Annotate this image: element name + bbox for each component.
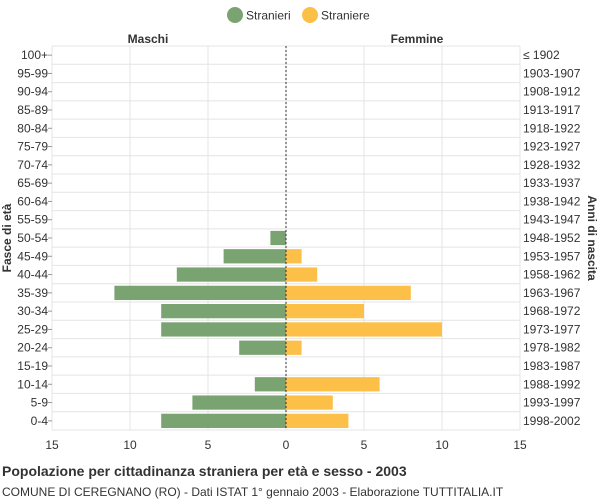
bar-male-0-4 — [161, 413, 286, 428]
bar-male-25-29 — [161, 322, 286, 337]
age-group-label: 35-39 — [17, 286, 48, 300]
age-group-label: 55-59 — [17, 213, 48, 227]
age-group-label: 25-29 — [17, 322, 48, 336]
x-axis-ticks: 15 10 5 0 5 10 15 — [45, 438, 527, 452]
birth-year-label: 1918-1922 — [523, 121, 581, 135]
bar-female-0-4 — [286, 413, 349, 428]
birth-year-label: 1993-1997 — [523, 396, 581, 410]
birth-year-label: 1938-1942 — [523, 194, 581, 208]
age-group-label: 85-89 — [17, 103, 48, 117]
bar-female-35-39 — [286, 285, 411, 300]
birth-year-label: 1913-1917 — [523, 103, 581, 117]
males-label: Maschi — [128, 32, 169, 46]
bar-female-20-24 — [286, 340, 302, 355]
birth-year-label: 1903-1907 — [523, 66, 581, 80]
bar-male-20-24 — [239, 340, 286, 355]
birth-year-label: 1983-1987 — [523, 359, 581, 373]
birth-year-label: 1988-1992 — [523, 377, 581, 391]
birth-year-label: 1923-1927 — [523, 140, 581, 154]
legend-swatch — [227, 7, 243, 23]
birth-year-label: 1933-1937 — [523, 176, 581, 190]
bar-male-35-39 — [114, 285, 287, 300]
bar-male-40-44 — [176, 267, 286, 282]
birth-year-label: 1908-1912 — [523, 85, 581, 99]
legend-label: Straniere — [321, 9, 370, 23]
bar-male-50-54 — [270, 230, 286, 246]
birth-year-label: 1953-1957 — [523, 249, 581, 263]
age-group-label: 30-34 — [17, 304, 48, 318]
bar-female-10-14 — [286, 377, 380, 392]
age-group-label: 100+ — [21, 48, 48, 62]
x-tick-label: 5 — [361, 438, 368, 452]
age-group-label: 20-24 — [17, 341, 48, 355]
age-group-label: 95-99 — [17, 66, 48, 80]
bar-female-45-49 — [286, 249, 302, 264]
y-axis-title-left: Fasce di età — [0, 203, 14, 272]
bar-female-25-29 — [286, 322, 442, 337]
legend: Stranieri Straniere — [227, 7, 370, 23]
bar-male-45-49 — [223, 249, 286, 264]
birth-year-label: 1973-1977 — [523, 322, 581, 336]
chart-title: Popolazione per cittadinanza straniera p… — [2, 463, 407, 479]
bar-female-30-34 — [286, 304, 364, 319]
birth-year-label: 1998-2002 — [523, 414, 581, 428]
bar-male-10-14 — [254, 377, 286, 392]
legend-swatch — [302, 7, 318, 23]
birth-year-label: 1978-1982 — [523, 341, 581, 355]
age-group-labels: 100+ 95-99 90-94 85-89 80-84 75-79 70-74 65-69 6… — [17, 48, 48, 428]
age-group-label: 0-4 — [31, 414, 49, 428]
age-group-label: 60-64 — [17, 194, 48, 208]
birth-year-label: 1928-1932 — [523, 158, 581, 172]
x-tick-label: 5 — [205, 438, 212, 452]
legend-label: Stranieri — [246, 9, 291, 23]
x-tick-label: 15 — [513, 438, 527, 452]
birth-year-label: ≤ 1902 — [523, 48, 560, 62]
x-tick-label: 15 — [45, 438, 59, 452]
age-group-label: 80-84 — [17, 121, 48, 135]
y-axis-title-right: Anni di nascita — [585, 195, 599, 281]
birth-year-label: 1943-1947 — [523, 213, 581, 227]
age-group-label: 75-79 — [17, 140, 48, 154]
age-group-label: 10-14 — [17, 377, 48, 391]
x-tick-label: 10 — [123, 438, 137, 452]
birth-year-labels: ≤ 1902 1903-1907 1908-1912 1913-1917 1918-19… — [523, 48, 581, 428]
birth-year-label: 1958-1962 — [523, 268, 581, 282]
age-group-label: 65-69 — [17, 176, 48, 190]
bar-female-5-9 — [286, 395, 333, 410]
age-group-label: 50-54 — [17, 231, 48, 245]
bars — [48, 46, 442, 430]
birth-year-label: 1948-1952 — [523, 231, 581, 245]
x-tick-label: 10 — [435, 438, 449, 452]
females-label: Femmine — [391, 32, 444, 46]
x-tick-label: 0 — [283, 438, 290, 452]
birth-year-label: 1968-1972 — [523, 304, 581, 318]
birth-year-label: 1963-1967 — [523, 286, 581, 300]
age-group-label: 90-94 — [17, 85, 48, 99]
bar-male-30-34 — [161, 304, 286, 319]
age-group-label: 45-49 — [17, 249, 48, 263]
bar-female-40-44 — [286, 267, 318, 282]
age-group-label: 5-9 — [31, 396, 49, 410]
age-group-label: 15-19 — [17, 359, 48, 373]
chart-subtitle: COMUNE DI CEREGNANO (RO) - Dati ISTAT 1°… — [2, 485, 504, 499]
bar-male-5-9 — [192, 395, 286, 410]
age-group-label: 40-44 — [17, 268, 48, 282]
age-group-label: 70-74 — [17, 158, 48, 172]
